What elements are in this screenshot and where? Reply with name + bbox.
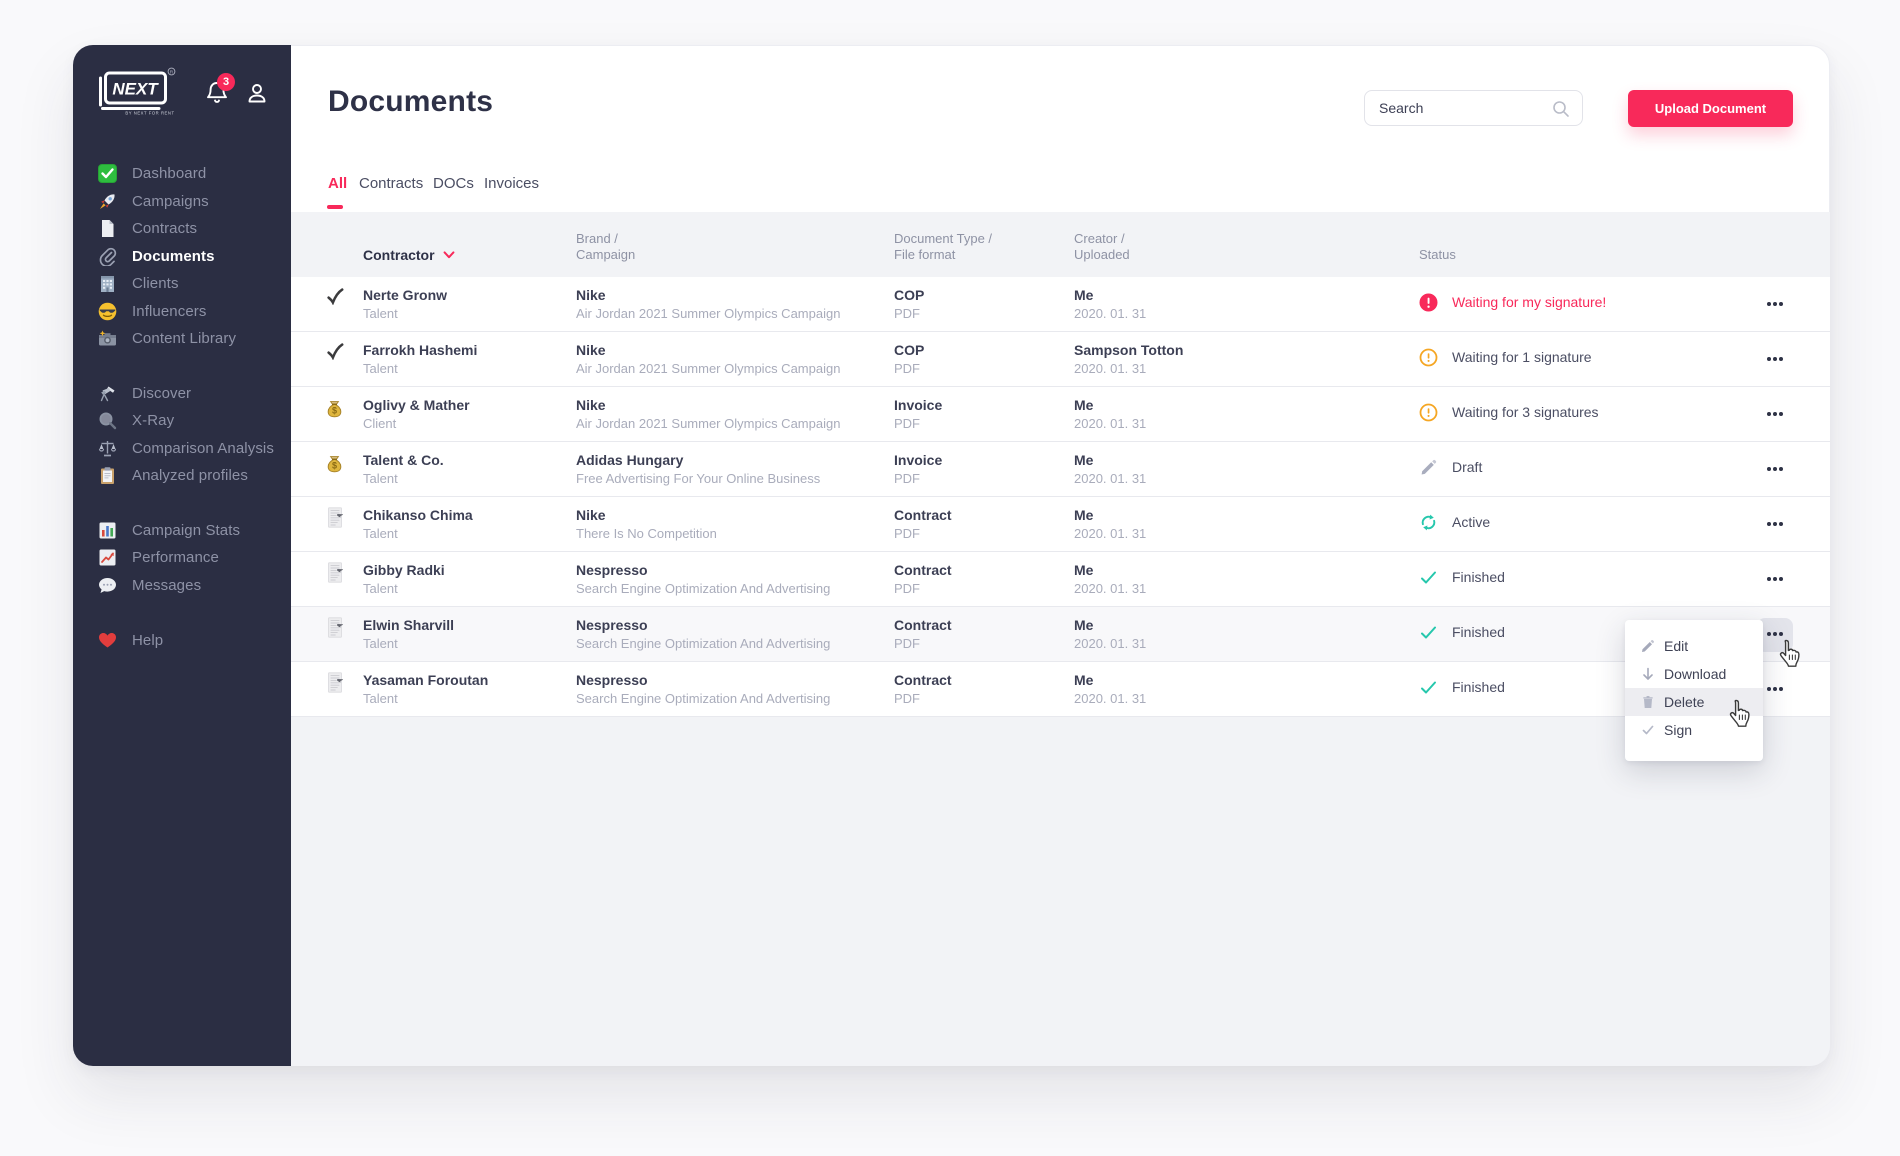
svg-text:BY NEXT FOR RENT: BY NEXT FOR RENT	[125, 111, 174, 116]
svg-text:R: R	[170, 69, 174, 75]
svg-text:$: $	[332, 461, 337, 471]
svg-text:$: $	[332, 406, 337, 416]
svg-text:NEXT: NEXT	[112, 80, 159, 99]
